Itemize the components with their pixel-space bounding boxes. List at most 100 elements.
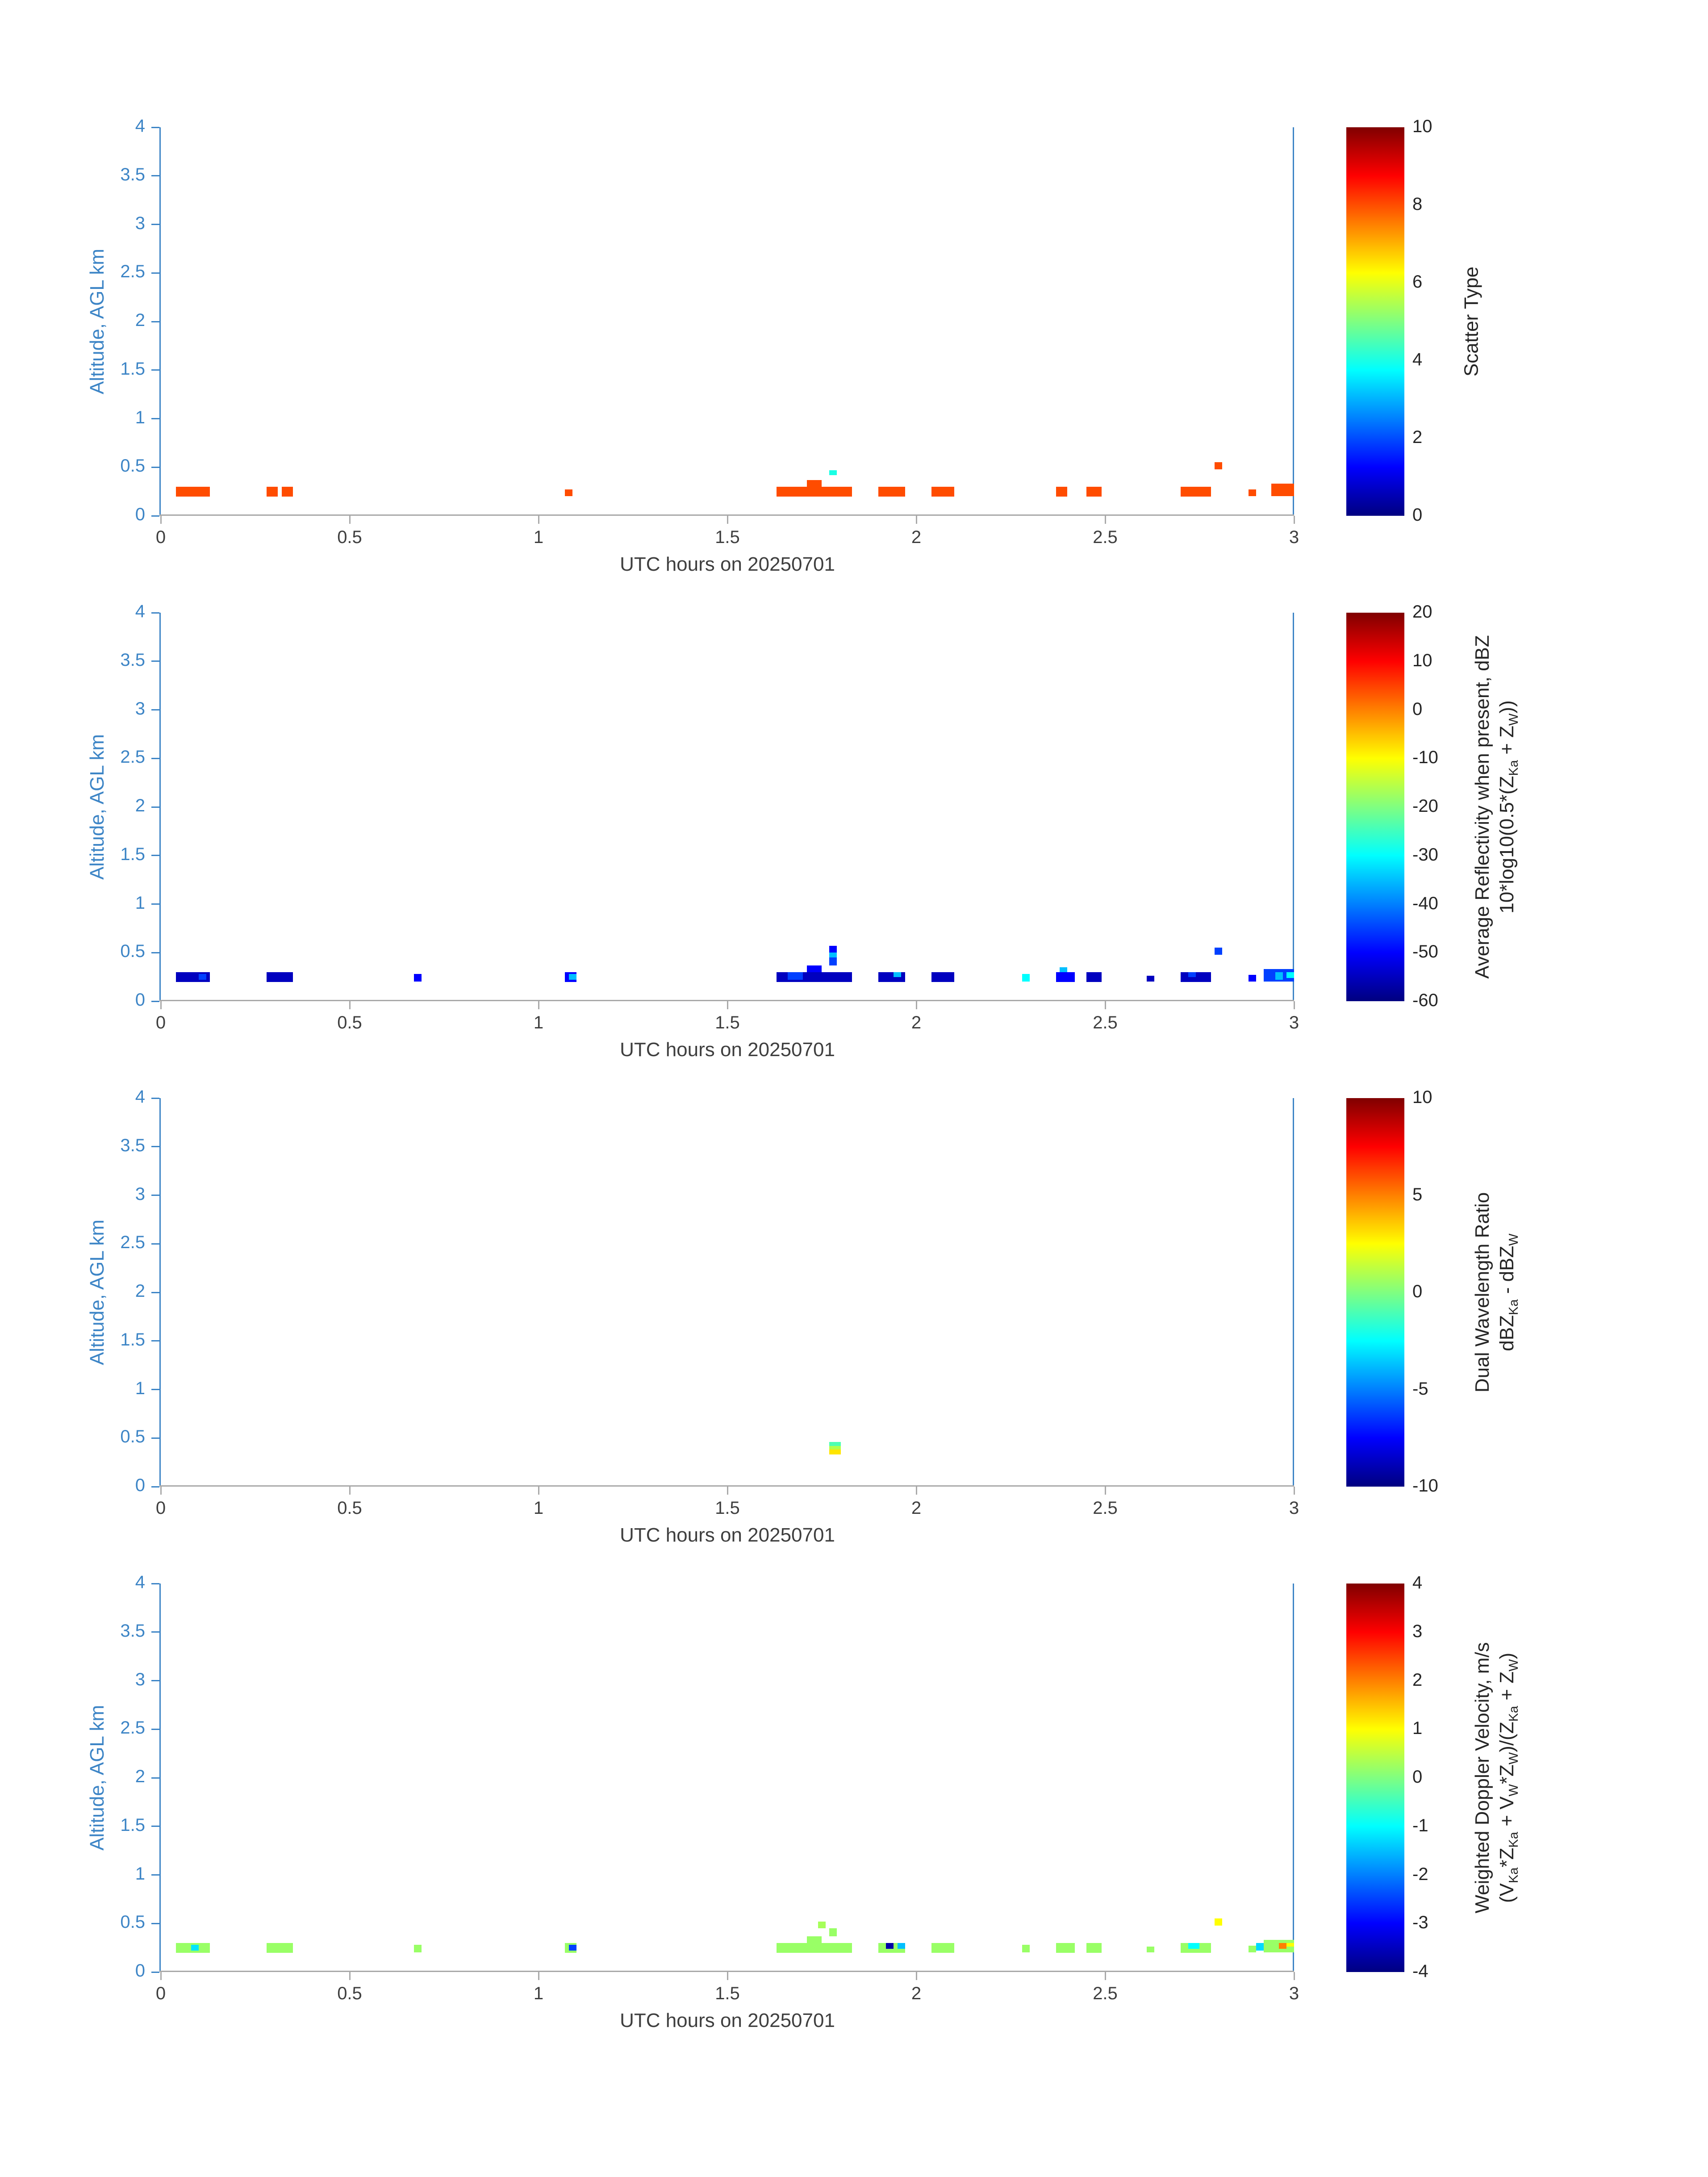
y-tick-label: 2 [135, 796, 145, 815]
y-tick-label: 1.5 [120, 844, 145, 864]
x-axis-spine [159, 1971, 1294, 1972]
y-tick [151, 806, 159, 808]
x-tick-label: 0.5 [337, 1984, 362, 2003]
data-cell [931, 972, 954, 982]
y-tick [151, 515, 159, 517]
x-tick-label: 2 [911, 1984, 922, 2003]
colorbar-tick-label: 10 [1412, 117, 1432, 136]
y-tick [151, 1728, 159, 1730]
x-tick [538, 1487, 539, 1495]
colorbar-tick-label: 5 [1412, 1184, 1423, 1204]
y-tick-label: 1 [135, 407, 145, 427]
data-cell [829, 953, 837, 958]
x-tick-label: 0 [155, 1498, 166, 1518]
y-axis-spine [159, 613, 161, 1001]
colorbar-tick-label: 2 [1412, 427, 1423, 447]
data-cell [776, 1943, 852, 1953]
x-tick-label: 0.5 [337, 527, 362, 547]
x-tick-label: 1.5 [715, 1013, 740, 1032]
x-tick [727, 516, 728, 524]
x-tick [915, 1487, 917, 1495]
x-tick [1104, 1001, 1106, 1009]
data-cell [829, 1446, 841, 1450]
colorbar-tick-label: -3 [1412, 1913, 1428, 1933]
y-tick [151, 1389, 159, 1390]
data-cell [829, 1928, 837, 1936]
colorbar-tick-label: -40 [1412, 893, 1438, 913]
x-tick [349, 1001, 351, 1009]
data-cell [413, 1945, 422, 1953]
y-tick-label: 1 [135, 1864, 145, 1884]
y-tick-label: 1 [135, 1378, 145, 1398]
x-tick-label: 2.5 [1093, 1498, 1118, 1518]
plot-area: 0 0.5 1 1.5 2 2.5 3 3.5 4 0 0.5 1 1.5 2 2.5 3 [120, 1087, 1299, 1518]
data-cell [1022, 974, 1030, 982]
data-cell [1086, 972, 1102, 982]
y-tick [151, 1000, 159, 1002]
x-tick [727, 1972, 728, 1980]
data-cell [829, 946, 837, 953]
y-tick-label: 0 [135, 990, 145, 1010]
y-tick-label: 3.5 [120, 164, 145, 184]
data-cell [829, 957, 837, 965]
x-axis-spine [159, 1485, 1294, 1487]
colorbar-tick-label: -30 [1412, 844, 1438, 865]
y-tick [151, 1097, 159, 1099]
colorbar-tick-label: 10 [1412, 1087, 1432, 1107]
y-tick [151, 1680, 159, 1681]
data-cell [806, 1936, 822, 1943]
y-tick-label: 0.5 [120, 941, 145, 961]
x-tick-label: 2.5 [1093, 1013, 1118, 1032]
data-cell [1086, 1943, 1102, 1953]
y-tick [151, 1437, 159, 1439]
y-tick [151, 321, 159, 322]
y-tick-label: 3 [135, 213, 145, 233]
x-tick [349, 516, 351, 524]
data-cell [1215, 462, 1223, 469]
x-tick [1293, 1001, 1295, 1009]
data-cell [1249, 975, 1257, 982]
y-tick [151, 224, 159, 225]
y-tick [151, 1583, 159, 1584]
colorbar-tick-label: -1 [1412, 1815, 1428, 1835]
y-tick-label: 0.5 [120, 1427, 145, 1447]
data-cell [1271, 484, 1294, 497]
x-axis-label: UTC hours on 20250701 [620, 1039, 835, 1061]
colorbar-tick-label: 0 [1412, 699, 1423, 719]
colorbar-tick-label: 6 [1412, 272, 1423, 292]
x-tick [1104, 1487, 1106, 1495]
colorbar-tick-label: -20 [1412, 796, 1438, 816]
y-tick-label: 1 [135, 893, 145, 913]
data-cell [776, 486, 852, 497]
colorbar-tick-label: -4 [1412, 1961, 1428, 1981]
x-tick-label: 0 [155, 1984, 166, 2003]
y-tick [151, 1291, 159, 1293]
y-axis-spine [159, 127, 161, 516]
x-axis-spine [159, 1000, 1294, 1001]
colorbar-gradient [1346, 127, 1404, 516]
data-cell [266, 972, 293, 982]
x-tick-label: 1.5 [715, 1984, 740, 2003]
data-cell [191, 1945, 199, 1951]
x-axis-label: UTC hours on 20250701 [620, 553, 835, 575]
data-cell [1056, 1943, 1075, 1953]
colorbar-tick-label: -10 [1412, 1476, 1438, 1496]
colorbar-tick-label: -60 [1412, 990, 1438, 1010]
x-tick-label: 1 [533, 527, 544, 547]
colorbar-tick-label: -10 [1412, 748, 1438, 768]
data-cell [266, 1943, 293, 1953]
y-tick [151, 418, 159, 419]
colorbar-tick-label: 4 [1412, 350, 1423, 369]
data-cell [1181, 486, 1211, 497]
x-tick [1293, 1972, 1295, 1980]
y-tick-label: 0.5 [120, 1912, 145, 1932]
y-tick-label: 3 [135, 1669, 145, 1689]
y-tick [151, 1971, 159, 1973]
data-cell [878, 486, 905, 497]
colorbar-tick-label: 0 [1412, 505, 1423, 525]
y-tick-label: 3 [135, 698, 145, 719]
x-tick [1293, 516, 1295, 524]
x-axis-label: UTC hours on 20250701 [620, 2010, 835, 2031]
plot-area: 0 0.5 1 1.5 2 2.5 3 3.5 4 0 0.5 1 1.5 2 2.5 3 [120, 602, 1299, 1032]
